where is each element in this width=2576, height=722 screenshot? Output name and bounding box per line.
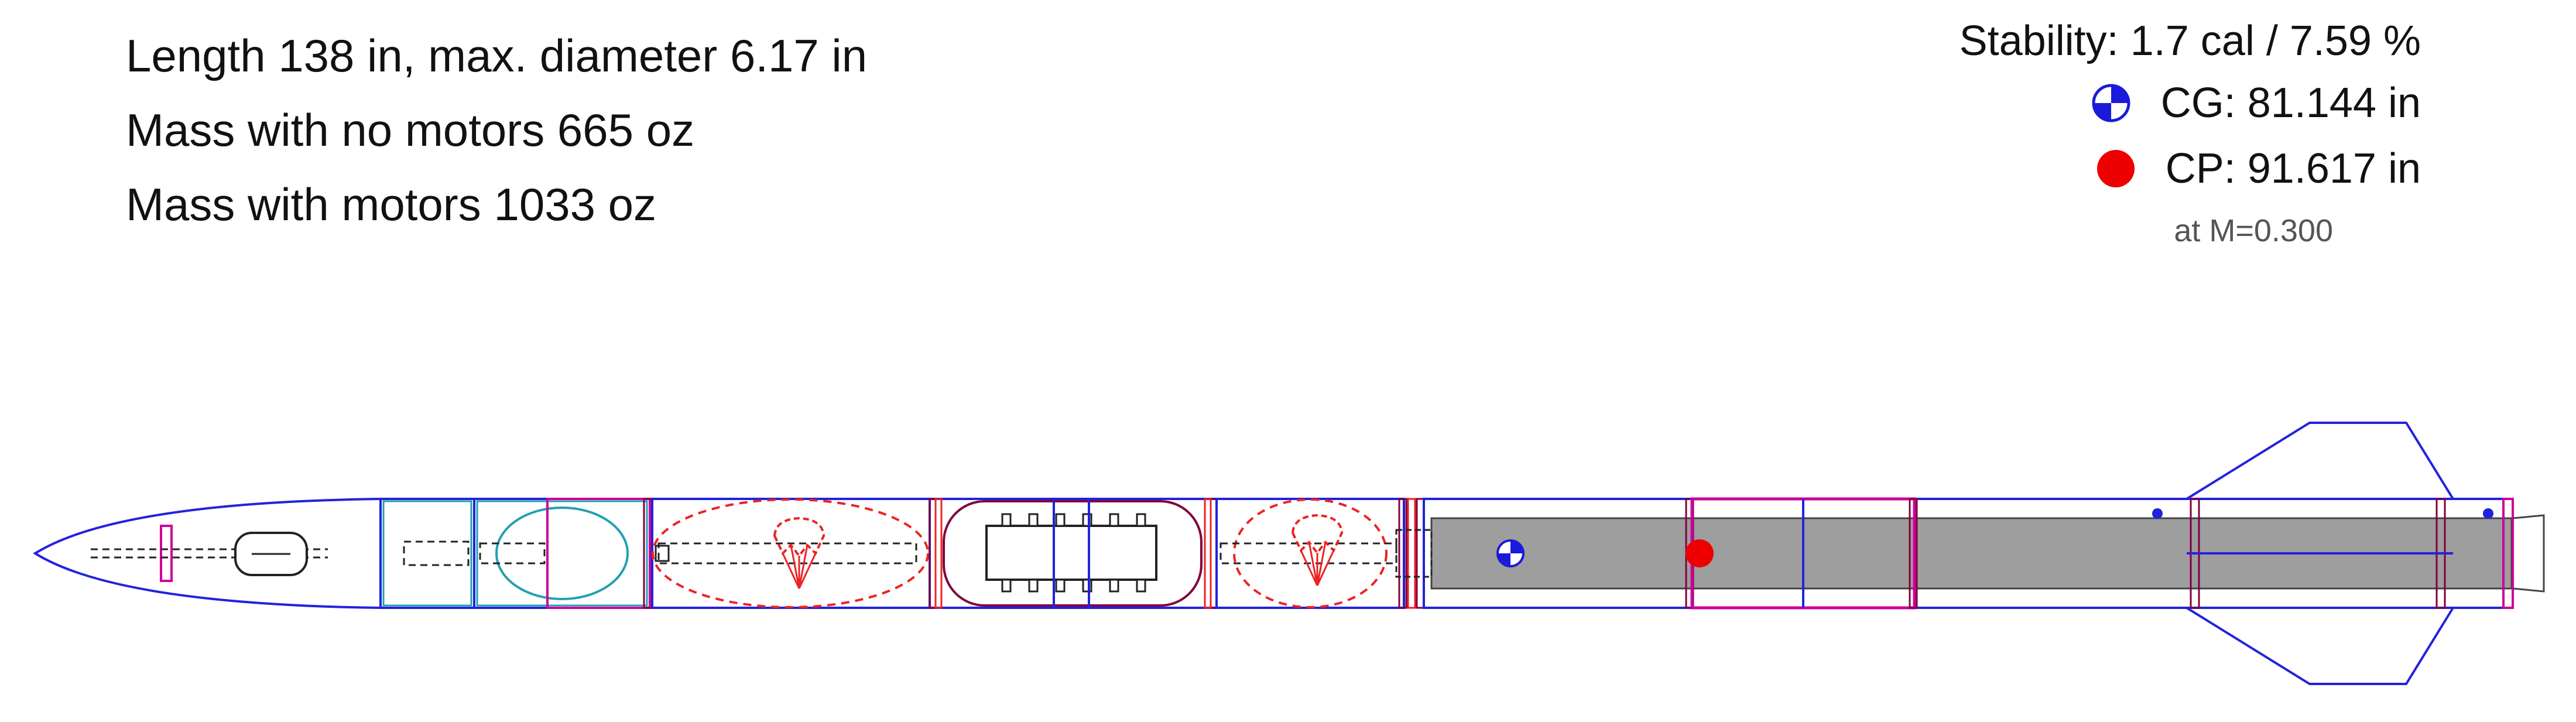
drogue-chute-tube bbox=[1215, 498, 1405, 609]
altimeter-icon bbox=[495, 507, 629, 600]
mass-with-motors-text: Mass with motors 1033 oz bbox=[126, 179, 657, 230]
stability-text: Stability: 1.7 cal / 7.59 % bbox=[1959, 18, 2421, 64]
nozzle bbox=[2512, 514, 2545, 593]
fin-bottom bbox=[2186, 607, 2454, 685]
parachute-icon bbox=[773, 517, 825, 590]
mach-text: at M=0.300 bbox=[2174, 213, 2333, 248]
cp-text: CP: 91.617 in bbox=[2165, 145, 2421, 192]
cp-marker-icon bbox=[2097, 150, 2135, 187]
cg-marker-icon bbox=[1496, 539, 1525, 567]
fwd-body-tube bbox=[379, 498, 475, 609]
nose-ring bbox=[160, 525, 173, 582]
avionics-bay bbox=[473, 498, 651, 609]
nose-cone bbox=[33, 497, 382, 610]
stability-panel: Stability: 1.7 cal / 7.59 % CG: 81.144 i… bbox=[1960, 12, 2421, 260]
fin-top bbox=[2186, 422, 2454, 500]
cg-text: CG: 81.144 in bbox=[2160, 80, 2421, 126]
cp-row: CP: 91.617 in bbox=[1960, 136, 2421, 201]
battery-pack bbox=[985, 525, 1157, 581]
length-diameter-text: Length 138 in, max. diameter 6.17 in bbox=[126, 30, 868, 81]
mass-no-motors-text: Mass with no motors 665 oz bbox=[126, 104, 695, 156]
cg-row: CG: 81.144 in bbox=[1960, 70, 2421, 136]
cg-marker-icon bbox=[2092, 84, 2130, 122]
rocket-summary: Length 138 in, max. diameter 6.17 in Mas… bbox=[126, 26, 867, 249]
cp-marker-icon bbox=[1686, 539, 1714, 567]
